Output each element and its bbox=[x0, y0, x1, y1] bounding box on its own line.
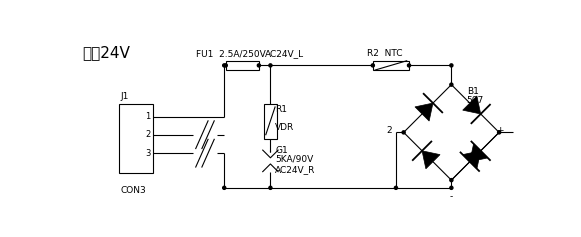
Text: R1: R1 bbox=[275, 105, 287, 114]
Circle shape bbox=[407, 64, 411, 67]
Text: G1: G1 bbox=[275, 146, 288, 155]
Text: 5KA/90V: 5KA/90V bbox=[275, 155, 313, 164]
Polygon shape bbox=[462, 96, 480, 114]
Circle shape bbox=[371, 64, 374, 67]
Circle shape bbox=[223, 186, 226, 189]
Circle shape bbox=[223, 64, 226, 67]
Text: B1: B1 bbox=[467, 87, 479, 96]
FancyBboxPatch shape bbox=[373, 61, 409, 70]
Text: FU1  2.5A/250V: FU1 2.5A/250V bbox=[196, 49, 266, 58]
Circle shape bbox=[497, 131, 501, 134]
Text: +: + bbox=[496, 126, 504, 135]
Polygon shape bbox=[422, 151, 440, 169]
Circle shape bbox=[269, 186, 272, 189]
Polygon shape bbox=[470, 144, 488, 162]
Text: 交流24V: 交流24V bbox=[82, 46, 130, 61]
Text: R2  NTC: R2 NTC bbox=[367, 49, 402, 58]
Circle shape bbox=[394, 186, 397, 189]
Text: 1: 1 bbox=[145, 113, 150, 122]
Circle shape bbox=[450, 179, 453, 182]
Polygon shape bbox=[415, 103, 433, 121]
Circle shape bbox=[450, 186, 453, 189]
Text: 2: 2 bbox=[145, 130, 150, 139]
Circle shape bbox=[269, 64, 272, 67]
Text: AC24V_L: AC24V_L bbox=[265, 49, 304, 58]
Text: AC24V_R: AC24V_R bbox=[275, 165, 315, 174]
Circle shape bbox=[402, 131, 405, 134]
Polygon shape bbox=[462, 151, 480, 169]
Text: VDR: VDR bbox=[275, 123, 295, 132]
FancyBboxPatch shape bbox=[119, 104, 153, 173]
Circle shape bbox=[224, 64, 227, 67]
FancyBboxPatch shape bbox=[264, 104, 277, 139]
Text: 3: 3 bbox=[145, 149, 150, 158]
Text: CON3: CON3 bbox=[120, 186, 146, 195]
Circle shape bbox=[450, 83, 453, 86]
Text: J1: J1 bbox=[120, 92, 128, 101]
Text: -: - bbox=[449, 192, 453, 201]
Text: 507: 507 bbox=[467, 96, 484, 105]
Circle shape bbox=[257, 64, 260, 67]
Circle shape bbox=[450, 64, 453, 67]
Text: 2: 2 bbox=[387, 126, 392, 135]
FancyBboxPatch shape bbox=[226, 61, 259, 70]
